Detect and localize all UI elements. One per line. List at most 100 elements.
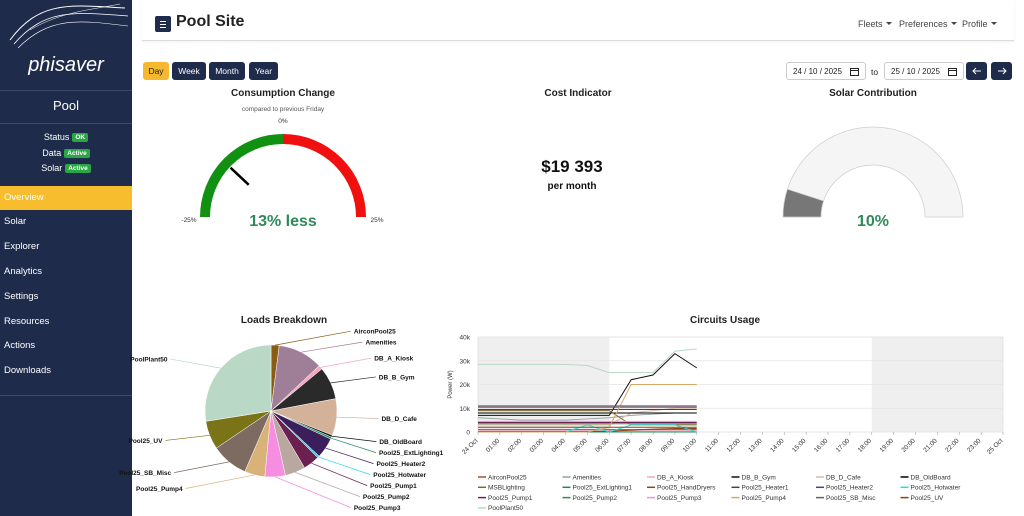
pie-label: AirconPool25 (354, 329, 396, 336)
nav-item[interactable]: Settings (4, 291, 39, 302)
separator (0, 90, 132, 91)
pie-label: Pool25_SB_Misc (119, 470, 171, 477)
pie-label: Pool25_Hotwater (373, 472, 426, 479)
legend-label: Pool25_Pump3 (657, 495, 702, 502)
pie-label: Pool25_Pump2 (363, 494, 410, 501)
pie-leader (320, 357, 372, 368)
pie-leader (185, 474, 255, 489)
status-row: Solar Active (0, 163, 132, 173)
pie-label: Pool25_ExtLighting1 (379, 450, 444, 457)
pie-label: Pool25_Pump1 (370, 483, 417, 490)
pie-label: Pool25_UV (129, 438, 164, 445)
x-tick-label: 18:00 (857, 437, 874, 454)
pie-label: DB_D_Cafe (381, 416, 417, 423)
legend-label: AirconPool25 (488, 474, 527, 481)
y-axis-label: Power (W) (448, 370, 454, 398)
x-tick-label: 11:00 (704, 437, 720, 453)
nav-item[interactable]: Downloads (4, 365, 51, 376)
date-text: 25 / 10 / 2025 (891, 67, 940, 76)
gauge-tick-label: -25% (181, 217, 196, 224)
nav-item[interactable]: Analytics (4, 266, 43, 277)
logo-waves (9, 3, 129, 49)
x-tick-label: 25 Oct (986, 437, 1005, 456)
date-input[interactable]: 25 / 10 / 2025 (884, 62, 964, 80)
legend-label: PoolPlant50 (488, 505, 523, 512)
x-tick-label: 10:00 (682, 437, 699, 454)
legend-label: Pool25_UV (911, 495, 945, 502)
pie-label: Amenities (365, 340, 396, 347)
x-tick-label: 09:00 (660, 437, 677, 454)
legend-label: DB_OldBoard (911, 474, 951, 481)
prev-button[interactable] (966, 62, 987, 80)
legend-label: Pool25_SB_Misc (826, 495, 876, 502)
dropdown[interactable]: Fleets (858, 19, 892, 29)
status-badge: OK (72, 132, 89, 142)
gauge-track (782, 126, 964, 218)
x-tick-label: 02:00 (507, 437, 524, 454)
x-tick-label: 05:00 (572, 437, 589, 454)
next-button[interactable] (991, 62, 1012, 80)
nav-item[interactable]: Solar (4, 216, 27, 227)
legend-label: DB_A_Kiosk (657, 474, 694, 481)
pie-leader (325, 447, 374, 464)
gauge-value-label: 10% (857, 213, 889, 230)
pie-label: Pool25_Heater2 (376, 461, 425, 468)
nav-item[interactable]: Resources (4, 316, 50, 327)
y-tick-label: 20k (460, 382, 471, 389)
period-button[interactable]: Month (209, 62, 245, 80)
date-separator: to (871, 67, 879, 77)
y-tick-label: 0 (466, 430, 470, 437)
chart-title: Loads Breakdown (241, 315, 327, 326)
pie-label: Pool25_Pump4 (136, 486, 183, 493)
x-tick-label: 16:00 (813, 437, 830, 454)
dropdown[interactable]: Preferences (899, 19, 957, 29)
x-tick-label: 14:00 (769, 437, 786, 454)
period-button[interactable]: Year (249, 62, 278, 80)
nav-item[interactable]: Explorer (4, 241, 40, 252)
x-tick-label: 19:00 (879, 437, 896, 454)
date-input[interactable]: 24 / 10 / 2025 (786, 62, 866, 80)
legend-label: MSBLighting (488, 485, 525, 492)
legend-label: DB_D_Cafe (826, 474, 861, 481)
legend-label: Pool25_Heater2 (826, 485, 873, 492)
cost-value: $19 393 (541, 157, 602, 176)
site-name: Pool (52, 98, 80, 113)
gauge-value (782, 188, 824, 218)
nav-item[interactable]: Actions (4, 340, 36, 351)
chart-title: Solar Contribution (829, 88, 917, 99)
legend-label: Pool25_Hotwater (911, 485, 962, 492)
legend-label: Pool25_Pump4 (742, 495, 787, 502)
x-tick-label: 04:00 (550, 437, 567, 454)
dropdown[interactable]: Profile (962, 19, 997, 29)
period-button[interactable]: Day (143, 62, 169, 80)
gauge-tick-label: 25% (370, 217, 383, 224)
sidebar: phisaver Pool Status OK Data Active Solar A… (0, 0, 132, 516)
pie-leader (300, 341, 363, 353)
x-tick-label: 01:00 (485, 437, 502, 454)
pie-leader (336, 416, 379, 419)
pie-leader (174, 461, 229, 473)
calendar-icon (850, 68, 859, 76)
x-tick-label: 21:00 (922, 437, 939, 454)
legend-label: Pool25_HandDryers (657, 485, 716, 492)
pie-leader (331, 435, 377, 442)
x-tick-label: 15:00 (791, 437, 808, 454)
pie-leader (170, 358, 221, 369)
period-button[interactable]: Week (172, 62, 206, 80)
pie-leader (311, 462, 368, 486)
series-line (478, 384, 697, 433)
nav-item[interactable]: Overview (0, 186, 132, 210)
status-label: Data (42, 148, 62, 158)
pie-label: PoolPlant50 (130, 357, 168, 364)
separator (0, 395, 132, 396)
cost-title: Cost Indicator (544, 88, 611, 99)
pie-leader (331, 437, 377, 453)
top-bar: Pool Site Fleets Preferences Profile (142, 0, 1014, 41)
status-badge: Active (64, 148, 90, 158)
y-tick-label: 30k (460, 358, 471, 365)
x-tick-label: 06:00 (594, 437, 611, 454)
menu-button[interactable] (155, 16, 171, 32)
x-tick-label: 20:00 (900, 437, 917, 454)
